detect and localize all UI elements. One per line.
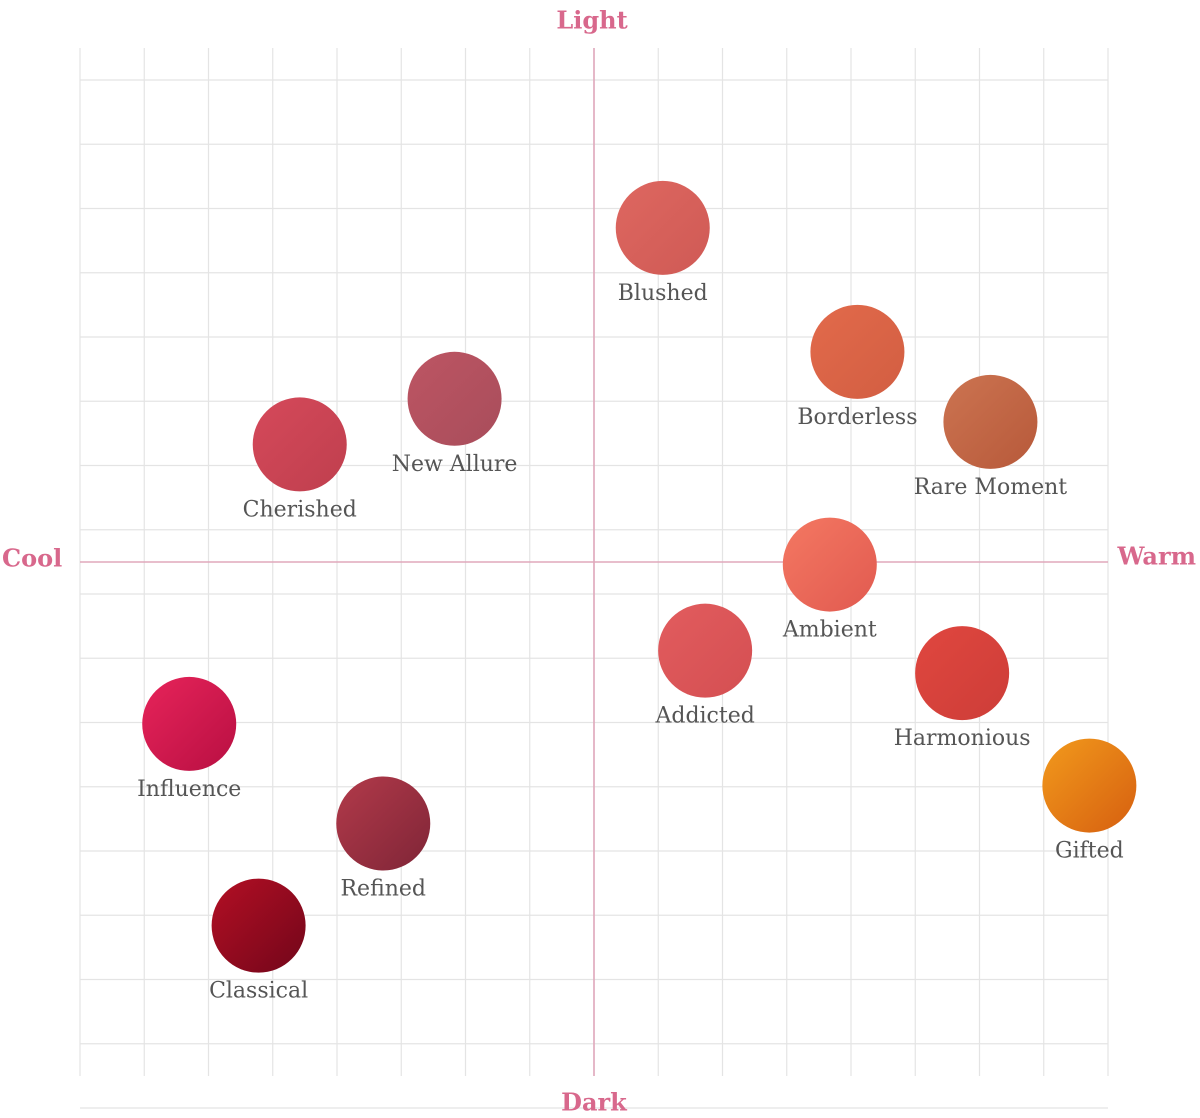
label-harmonious: Harmonious xyxy=(894,726,1031,751)
swatch-new-allure xyxy=(407,351,502,446)
label-classical: Classical xyxy=(209,979,308,1004)
label-refined: Refined xyxy=(340,876,426,901)
label-new-allure: New Allure xyxy=(392,452,518,477)
axis-label-right: Warm xyxy=(1117,542,1196,571)
swatch-cherished xyxy=(252,397,347,492)
axis-label-left: Cool xyxy=(2,544,62,573)
label-rare-moment: Rare Moment xyxy=(914,475,1068,500)
label-borderless: Borderless xyxy=(797,405,917,430)
swatch-influence xyxy=(142,676,237,771)
swatch-refined xyxy=(336,776,431,871)
center-axes xyxy=(80,48,1108,1076)
axis-label-top: Light xyxy=(556,6,627,35)
swatch-gifted xyxy=(1042,738,1137,833)
swatch-blushed xyxy=(615,180,710,275)
swatch-ambient xyxy=(782,517,877,612)
swatch-harmonious xyxy=(915,626,1010,721)
label-gifted: Gifted xyxy=(1055,839,1124,864)
label-influence: Influence xyxy=(137,777,241,802)
swatch-borderless xyxy=(810,304,905,399)
swatch-addicted xyxy=(658,603,753,698)
points: Blushed Borderless Rare Moment New Allure Ch… xyxy=(137,180,1137,1004)
label-blushed: Blushed xyxy=(618,281,708,306)
axis-label-bottom: Dark xyxy=(561,1088,628,1117)
label-ambient: Ambient xyxy=(782,618,877,643)
label-cherished: Cherished xyxy=(243,497,357,522)
swatch-rare-moment xyxy=(943,374,1038,469)
label-addicted: Addicted xyxy=(654,704,754,729)
swatch-classical xyxy=(211,878,306,973)
